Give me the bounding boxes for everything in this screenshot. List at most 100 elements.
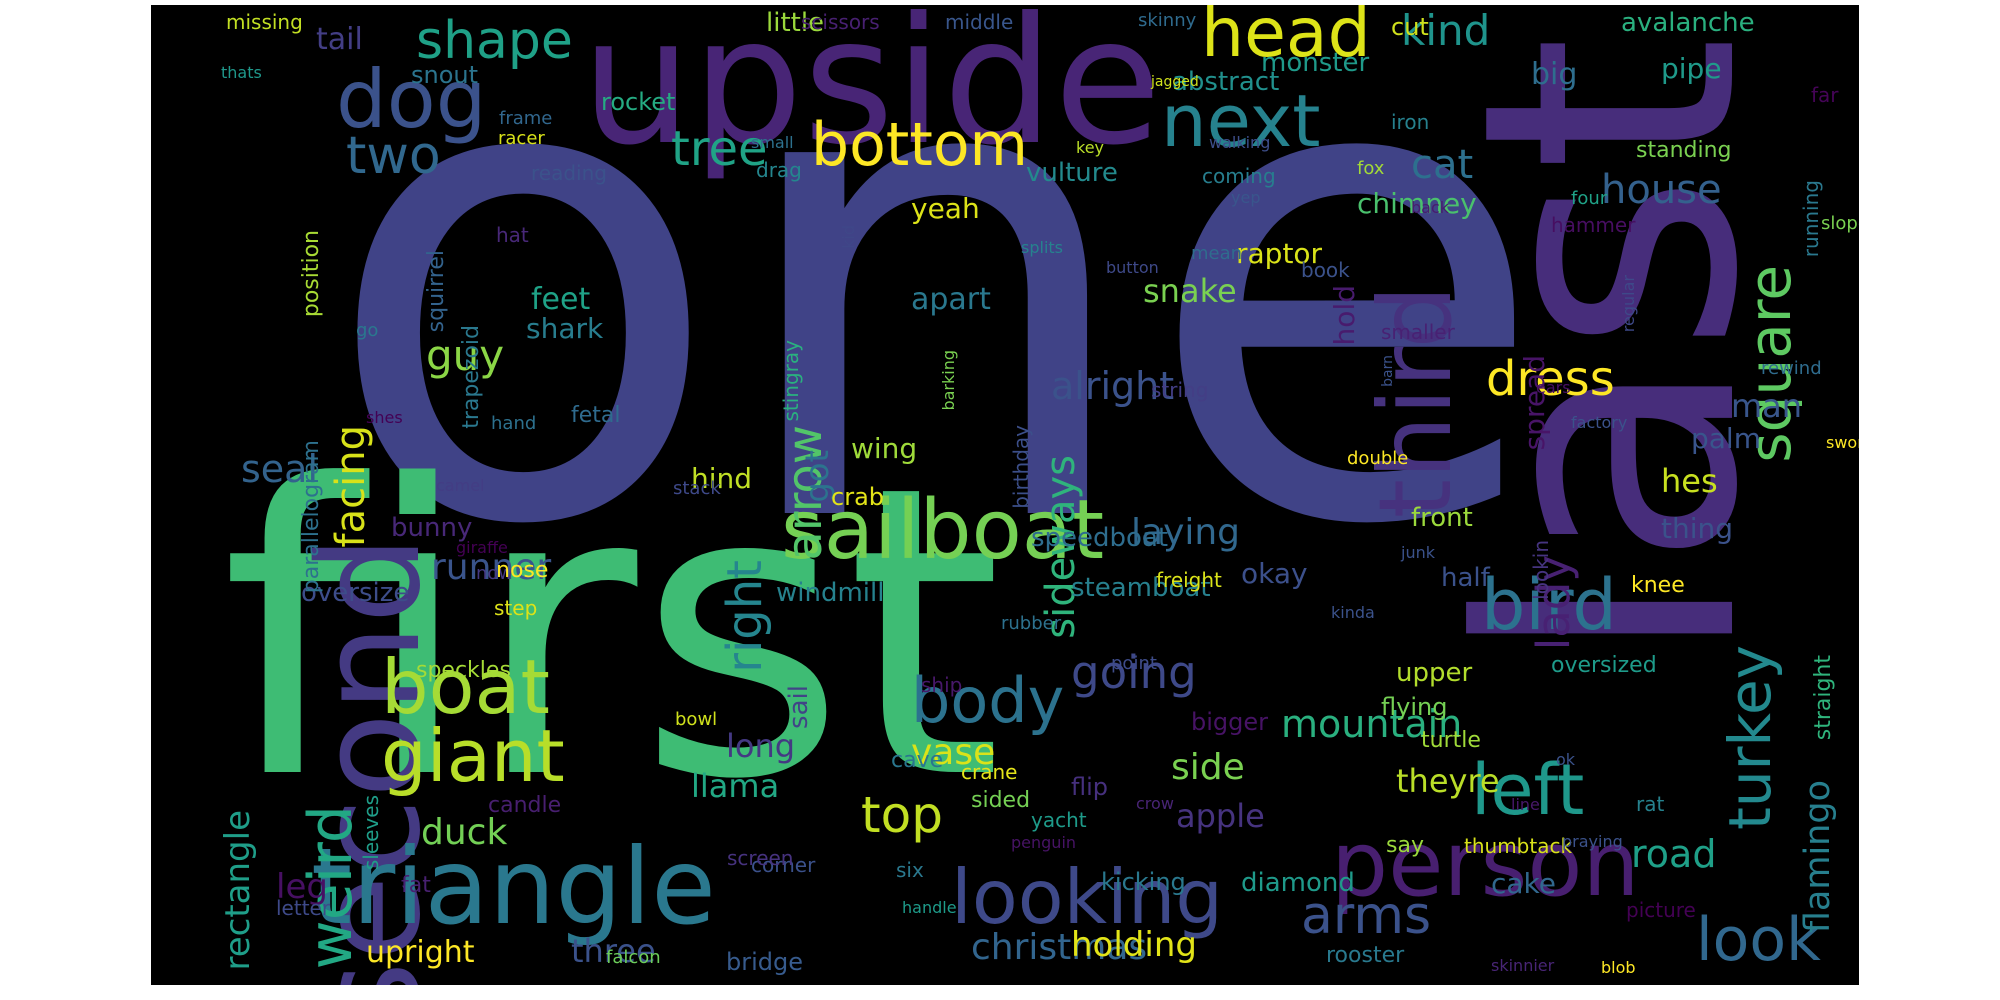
cloud-word-turtle: turtle: [1421, 728, 1481, 753]
cloud-word-straight: straight: [1811, 655, 1836, 741]
cloud-word-front: front: [1411, 503, 1473, 533]
cloud-word-avalanche: avalanche: [1621, 8, 1755, 38]
cloud-word-hind: hind: [691, 462, 753, 495]
cloud-word-pipe: pipe: [1661, 52, 1722, 85]
cloud-word-sided: sided: [971, 788, 1031, 813]
cloud-word-christmas: christmas: [971, 927, 1148, 968]
cloud-word-hammer: hammer: [1551, 213, 1636, 237]
cloud-word-rocket: rocket: [601, 88, 676, 116]
cloud-word-crane: crane: [961, 760, 1018, 784]
cloud-word-barn: barn: [1380, 355, 1396, 387]
cloud-word-upper: upper: [1396, 658, 1473, 688]
cloud-word-far: far: [1811, 83, 1839, 107]
cloud-word-big: big: [1531, 57, 1578, 92]
cloud-word-stingray: stingray: [779, 340, 803, 422]
cloud-word-small: small: [751, 133, 794, 152]
cloud-word-kinda: kinda: [1331, 603, 1375, 622]
cloud-word-birthday: birthday: [1009, 425, 1033, 509]
cloud-word-seal: seal: [241, 447, 319, 491]
cloud-word-got: got: [798, 450, 836, 503]
cloud-word-step: step: [494, 596, 538, 620]
cloud-word-okay: okay: [1241, 557, 1308, 590]
cloud-word-road: road: [1631, 832, 1717, 876]
cloud-word-point: point: [1111, 653, 1157, 674]
cloud-word-back: back: [1411, 198, 1450, 217]
cloud-word-cat: cat: [1411, 142, 1474, 188]
cloud-word-oversized: oversized: [1551, 653, 1657, 678]
cloud-word-thing: thing: [1661, 512, 1734, 545]
cloud-word-lookin: lookin: [1529, 540, 1553, 600]
cloud-word-chimney: chimney: [1357, 187, 1477, 220]
cloud-word-turkey: turkey: [1716, 645, 1784, 830]
cloud-word-body: body: [911, 664, 1065, 737]
cloud-word-vulture: vulture: [1026, 158, 1118, 188]
cloud-word-double: double: [1347, 448, 1409, 469]
cloud-word-walking: walking: [1209, 133, 1271, 152]
cloud-word-alright: alright: [1051, 364, 1175, 408]
cloud-word-blob: blob: [1601, 958, 1636, 977]
cloud-word-fat: fat: [401, 873, 431, 898]
cloud-word-man: man: [1731, 387, 1803, 425]
cloud-word-skinnier: skinnier: [1491, 956, 1555, 975]
cloud-word-key: key: [1076, 138, 1105, 157]
cloud-word-freight: freight: [1156, 568, 1222, 592]
cloud-word-bottom: bottom: [811, 110, 1029, 180]
cloud-word-slope: slope: [1821, 213, 1859, 234]
cloud-word-fox: fox: [1357, 158, 1385, 179]
cloud-word-shes: shes: [366, 408, 403, 427]
cloud-word-steamboat: steamboat: [1071, 573, 1211, 603]
cloud-word-two: two: [346, 126, 441, 186]
cloud-word-go: go: [356, 320, 379, 341]
cloud-word-leg: leg: [276, 867, 328, 907]
cloud-word-yep: yep: [1231, 188, 1261, 207]
cloud-word-book: book: [1301, 258, 1350, 282]
cloud-word-runner: runner: [431, 547, 552, 588]
cloud-word-falcon: falcon: [606, 947, 661, 968]
cloud-word-nose: nose: [496, 558, 549, 583]
cloud-word-running: running: [1799, 180, 1823, 258]
cloud-word-hat: hat: [496, 223, 529, 247]
cloud-word-facing: facing: [328, 425, 374, 548]
cloud-word-apart: apart: [911, 282, 991, 317]
cloud-word-person: person: [1331, 812, 1640, 917]
cloud-word-string: string: [1151, 378, 1209, 402]
cloud-word-rectangle: rectangle: [218, 810, 258, 971]
cloud-word-cave: cave: [891, 748, 944, 773]
cloud-word-standing: standing: [1636, 138, 1732, 163]
cloud-word-wing: wing: [851, 432, 918, 465]
cloud-word-knee: knee: [1631, 573, 1685, 598]
cloud-word-long: long: [726, 727, 796, 765]
cloud-word-letter: letter: [276, 896, 331, 920]
cloud-word-snake: snake: [1143, 272, 1237, 310]
cloud-word-duck: duck: [421, 812, 508, 853]
cloud-word-barking: barking: [939, 350, 958, 411]
cloud-word-flamingo: flamingo: [1798, 780, 1838, 934]
cloud-word-upside: upside: [581, 5, 1162, 184]
cloud-word-flip: flip: [1071, 773, 1109, 801]
cloud-word-thats: thats: [221, 63, 262, 82]
cloud-word-ok: ok: [1556, 750, 1576, 769]
cloud-word-oversize: oversize: [301, 578, 410, 608]
cloud-word-factory: factory: [1571, 413, 1628, 432]
cloud-word-button: button: [1106, 258, 1159, 277]
cloud-word-speedboat: speedboat: [1031, 523, 1169, 553]
cloud-word-giant: giant: [381, 714, 565, 798]
cloud-word-ears: ears: [1536, 378, 1571, 397]
cloud-word-screen: screen: [727, 846, 794, 870]
cloud-word-missing: missing: [226, 10, 303, 34]
cloud-word-sail: sail: [784, 685, 814, 729]
cloud-word-penguin: penguin: [1011, 833, 1077, 852]
cloud-word-candle: candle: [488, 793, 562, 818]
cloud-word-squirrel: squirrel: [424, 250, 449, 333]
cloud-word-llama: llama: [691, 767, 780, 805]
cloud-word-dress: dress: [1486, 351, 1615, 407]
cloud-word-windmill: windmill: [776, 578, 885, 608]
cloud-word-top: top: [861, 786, 943, 844]
cloud-word-three: three: [571, 932, 656, 970]
cloud-word-flying: flying: [1381, 693, 1448, 721]
cloud-word-drag: drag: [756, 158, 802, 182]
cloud-word-raptor: raptor: [1236, 237, 1323, 270]
cloud-word-praying: praying: [1562, 832, 1623, 851]
cloud-word-bridge: bridge: [726, 948, 804, 976]
cloud-word-bigger: bigger: [1191, 708, 1269, 736]
